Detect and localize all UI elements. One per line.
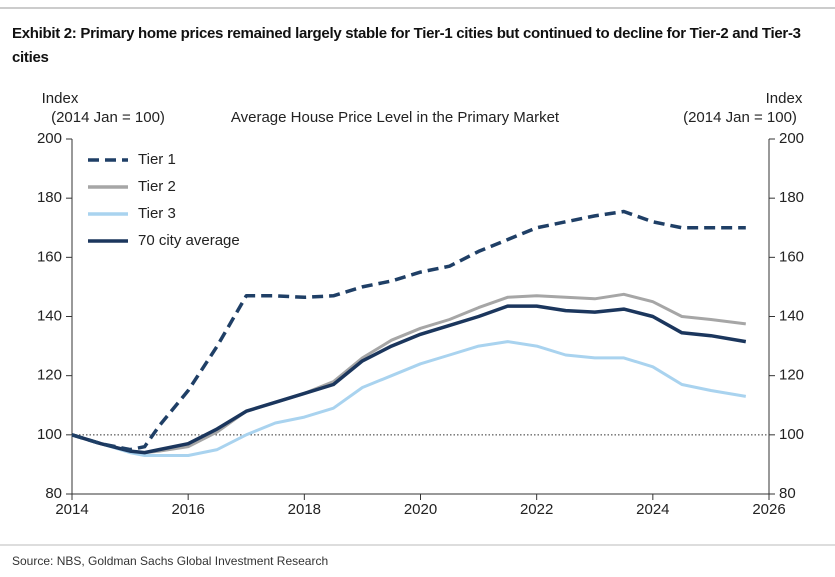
legend-label: Tier 2 xyxy=(138,178,176,195)
y2-tick-label: 80 xyxy=(779,485,796,502)
legend-label: Tier 3 xyxy=(138,205,176,222)
y-tick-label: 180 xyxy=(37,189,62,206)
x-tick-label: 2022 xyxy=(520,501,553,518)
x-tick-label: 2026 xyxy=(752,501,785,518)
y2-label: Index xyxy=(766,90,803,107)
y2-tick-label: 180 xyxy=(779,189,804,206)
legend-label: 70 city average xyxy=(138,232,240,249)
x-tick-label: 2016 xyxy=(171,501,204,518)
y2-label: (2014 Jan = 100) xyxy=(683,109,797,126)
y-tick-label: 160 xyxy=(37,248,62,265)
y-tick-label: 140 xyxy=(37,307,62,324)
y2-tick-label: 120 xyxy=(779,367,804,384)
series-line xyxy=(71,292,746,455)
x-tick-label: 2020 xyxy=(404,501,437,518)
y2-tick-label: 200 xyxy=(779,130,804,147)
series-line xyxy=(71,304,747,455)
y2-tick-label: 100 xyxy=(779,426,804,443)
x-tick-label: 2014 xyxy=(55,501,88,518)
y2-tick-label: 160 xyxy=(779,248,804,265)
y2-tick-label: 140 xyxy=(779,307,804,324)
x-tick-label: 2018 xyxy=(288,501,321,518)
y-tick-label: 100 xyxy=(37,426,62,443)
y-tick-label: 120 xyxy=(37,367,62,384)
chart-title: Average House Price Level in the Primary… xyxy=(231,109,560,126)
y-label: (2014 Jan = 100) xyxy=(51,109,165,126)
y-tick-label: 200 xyxy=(37,130,62,147)
exhibit-title: Exhibit 2: Primary home prices remained … xyxy=(12,25,801,66)
y-label: Index xyxy=(42,90,79,107)
series-line xyxy=(71,209,746,452)
x-tick-label: 2024 xyxy=(636,501,669,518)
legend-label: Tier 1 xyxy=(138,151,176,168)
source: Source: NBS, Goldman Sachs Global Invest… xyxy=(12,554,329,568)
series-line xyxy=(71,340,747,457)
y-tick-label: 80 xyxy=(45,485,62,502)
